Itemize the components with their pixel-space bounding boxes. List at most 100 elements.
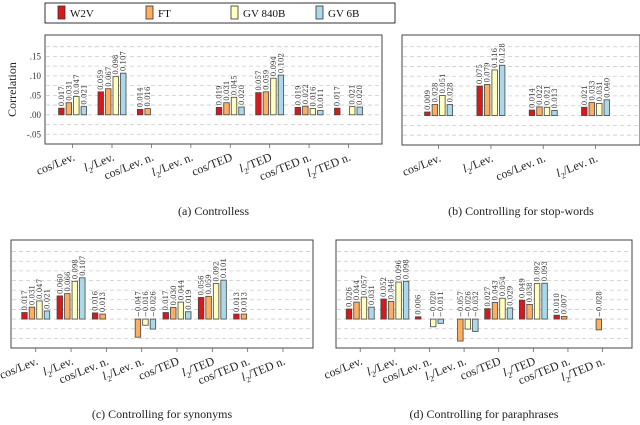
legend-box bbox=[44, 2, 396, 24]
data-label: 0.038 bbox=[526, 282, 534, 302]
category-label-rest: /TED n. bbox=[246, 354, 287, 381]
bar bbox=[294, 107, 301, 116]
bar bbox=[97, 91, 104, 116]
legend-label: GV 6B bbox=[328, 8, 359, 20]
bar bbox=[464, 318, 471, 330]
bar bbox=[205, 295, 212, 320]
data-label: 0.021 bbox=[43, 289, 51, 309]
bar bbox=[533, 283, 541, 320]
category-label-sub: 2 bbox=[185, 370, 192, 380]
data-label: 0.092 bbox=[213, 262, 221, 282]
bar bbox=[395, 281, 402, 320]
bar bbox=[317, 110, 324, 116]
legend-label: GV 840B bbox=[243, 8, 285, 20]
bar bbox=[431, 104, 439, 116]
bar bbox=[302, 105, 309, 116]
data-label: 0.016 bbox=[144, 86, 152, 107]
category-label-sub: 2 bbox=[466, 166, 473, 176]
bar bbox=[596, 102, 603, 116]
data-label: 0.016 bbox=[309, 86, 317, 107]
bar bbox=[149, 318, 157, 330]
bar bbox=[491, 302, 499, 320]
data-label: −0.026 bbox=[464, 291, 472, 317]
bar bbox=[360, 296, 368, 320]
category-label-rest: /TED n. bbox=[312, 150, 353, 177]
data-label: 0.059 bbox=[97, 70, 105, 90]
plot-area bbox=[10, 239, 314, 349]
data-label: 0.033 bbox=[588, 81, 596, 101]
legend-swatch bbox=[230, 5, 239, 20]
bar bbox=[223, 102, 230, 116]
data-label: 0.022 bbox=[302, 84, 310, 104]
category-label-l: l bbox=[461, 161, 470, 175]
data-label: 0.066 bbox=[64, 271, 72, 292]
data-label: 0.067 bbox=[105, 67, 113, 87]
data-label: 0.044 bbox=[177, 280, 185, 301]
data-label: 0.017 bbox=[334, 86, 342, 106]
category-label-l: l bbox=[559, 370, 568, 384]
bar bbox=[162, 312, 169, 320]
bar bbox=[270, 77, 277, 116]
data-label: 0.059 bbox=[205, 274, 213, 294]
data-label: 0.101 bbox=[220, 258, 228, 278]
legend-swatch bbox=[315, 5, 324, 20]
bar bbox=[437, 318, 444, 324]
category-label: cos/Lev. n. bbox=[494, 151, 548, 184]
bar bbox=[170, 307, 177, 320]
bar bbox=[476, 85, 483, 116]
data-label: 0.045 bbox=[231, 75, 239, 95]
category-label-sub: 2 bbox=[428, 374, 435, 384]
legend-swatch bbox=[145, 5, 154, 20]
bar bbox=[588, 102, 595, 116]
legend-swatch bbox=[57, 5, 66, 20]
data-label: 0.027 bbox=[484, 287, 492, 307]
category-label: cos/TED bbox=[458, 354, 503, 383]
bar bbox=[220, 279, 227, 320]
data-label: 0.116 bbox=[491, 47, 499, 68]
bar bbox=[233, 313, 240, 320]
data-label: 0.094 bbox=[270, 56, 278, 77]
bar bbox=[446, 104, 454, 116]
data-label: 0.029 bbox=[506, 286, 514, 306]
bar bbox=[499, 297, 506, 320]
bar bbox=[255, 92, 262, 116]
bar bbox=[43, 310, 51, 320]
bar bbox=[402, 280, 410, 320]
bar bbox=[230, 96, 238, 116]
bar bbox=[105, 88, 112, 116]
bar bbox=[491, 69, 498, 116]
bar bbox=[120, 72, 127, 116]
data-label: 0.096 bbox=[395, 259, 403, 280]
data-label: 0.016 bbox=[92, 290, 100, 311]
bar bbox=[543, 106, 551, 116]
category-label-l: l bbox=[237, 161, 246, 175]
bar bbox=[71, 280, 78, 320]
data-label: 0.009 bbox=[424, 90, 432, 110]
data-label: −0.011 bbox=[437, 291, 445, 317]
bar bbox=[536, 106, 543, 116]
bar bbox=[28, 306, 36, 320]
data-label: 0.046 bbox=[388, 279, 396, 300]
data-label: 0.054 bbox=[499, 276, 507, 297]
data-label: 0.028 bbox=[446, 82, 454, 102]
category-label-rest: /Lev. n. bbox=[561, 151, 600, 178]
bar bbox=[484, 84, 491, 116]
panel-caption: (a) Controlless bbox=[178, 204, 249, 218]
bar bbox=[472, 318, 479, 332]
bar bbox=[238, 106, 245, 116]
bar bbox=[21, 312, 28, 320]
legend-label: W2V bbox=[70, 8, 94, 20]
data-label: 0.017 bbox=[21, 290, 29, 310]
data-label: 0.098 bbox=[112, 55, 120, 75]
data-label: 0.060 bbox=[56, 274, 64, 294]
data-label: 0.010 bbox=[553, 293, 561, 313]
category-label: l2/Lev. n. bbox=[554, 151, 600, 182]
data-label: 0.059 bbox=[262, 70, 270, 90]
data-label: 0.107 bbox=[120, 51, 128, 71]
y-tick-label: .15 bbox=[30, 51, 42, 61]
plot-area bbox=[335, 239, 633, 349]
data-label: 0.049 bbox=[519, 278, 527, 298]
data-label: 0.102 bbox=[277, 53, 285, 73]
